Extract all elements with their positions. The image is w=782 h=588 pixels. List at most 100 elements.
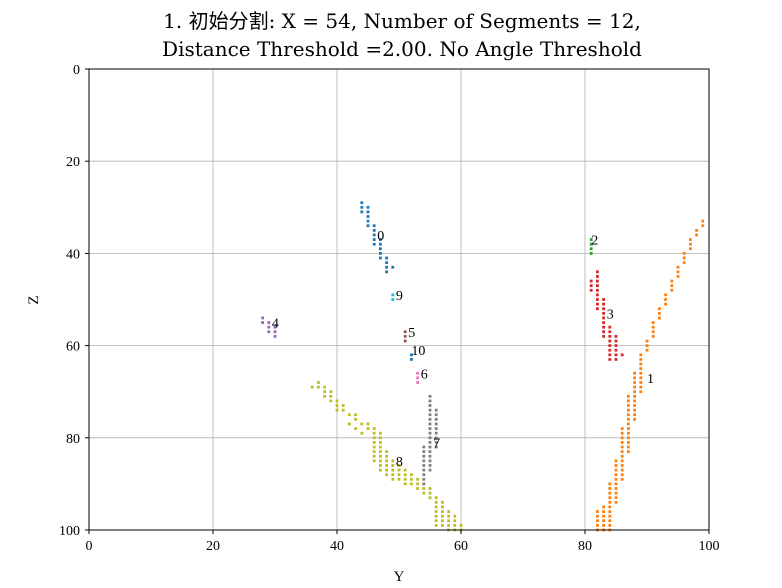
segment-9-point — [391, 293, 395, 297]
segment-8-point — [447, 510, 450, 513]
segment-0-point — [360, 205, 364, 209]
segment-label-9: 9 — [396, 289, 403, 304]
segment-7-point — [434, 436, 438, 440]
segment-8-point — [372, 459, 376, 463]
segment-8-point — [360, 422, 364, 426]
segment-3-point — [602, 311, 605, 315]
segment-6-point — [416, 376, 419, 380]
segment-8-point — [428, 496, 432, 500]
segment-1-point — [627, 404, 630, 407]
segment-1-point — [620, 454, 624, 458]
segment-1-point — [627, 450, 630, 454]
segment-0-point — [379, 242, 382, 246]
segment-8-point — [372, 441, 376, 444]
segment-1-point — [633, 399, 636, 403]
data-points — [261, 201, 705, 532]
segment-1-point — [627, 445, 630, 449]
segment-1-point — [695, 233, 698, 237]
segment-1-point — [627, 422, 630, 426]
segment-1-point — [596, 510, 599, 513]
segment-8-point — [348, 422, 351, 426]
segment-8-point — [403, 468, 407, 472]
segment-1-point — [627, 441, 630, 444]
segment-3-point — [596, 279, 599, 283]
segment-1-point — [608, 505, 612, 509]
segment-8-point — [434, 514, 438, 518]
y-tick-label: 0 — [73, 63, 80, 78]
segment-7-point — [422, 464, 426, 467]
segment-0-point — [360, 201, 364, 205]
segment-2-point — [589, 252, 593, 255]
segment-1-point — [639, 385, 643, 389]
segment-1-point — [633, 413, 636, 417]
segment-1-point — [614, 496, 618, 500]
segment-1-point — [627, 408, 630, 412]
segment-1-point — [633, 394, 636, 398]
segment-8-point — [428, 487, 432, 490]
segment-1-point — [633, 390, 636, 394]
segment-4-point — [267, 321, 271, 324]
segment-8-point — [360, 431, 364, 435]
segment-5-point — [403, 339, 407, 343]
segment-8-point — [379, 464, 382, 467]
segment-8-point — [379, 436, 382, 440]
segment-1-point — [651, 321, 655, 324]
segment-4-point — [267, 325, 271, 329]
segment-3-point — [614, 339, 618, 343]
segment-4-point — [273, 330, 277, 334]
segment-7-point — [434, 431, 438, 435]
segment-1-point — [670, 284, 674, 288]
segment-4-point — [273, 325, 277, 329]
segment-3-point — [596, 302, 599, 306]
segment-0-point — [366, 224, 370, 228]
segment-7-point — [428, 459, 432, 463]
segment-1-point — [620, 431, 624, 435]
segment-1-point — [645, 339, 649, 343]
segment-8-point — [410, 477, 413, 481]
segment-8-point — [354, 417, 357, 421]
segment-8-point — [341, 408, 345, 412]
segment-1-point — [633, 381, 636, 384]
segment-label-1: 1 — [647, 372, 654, 387]
segment-1-point — [639, 358, 643, 361]
segment-1-point — [676, 265, 680, 269]
segment-1-point — [627, 427, 630, 430]
segment-8-point — [416, 477, 419, 481]
x-tick-label: 40 — [330, 539, 344, 554]
segment-8-point — [453, 523, 457, 527]
segment-0-point — [372, 238, 376, 241]
segment-label-6: 6 — [421, 367, 428, 382]
segment-1-point — [608, 523, 612, 527]
segment-8-point — [385, 464, 388, 467]
segment-10-point — [410, 353, 413, 357]
segment-label-5: 5 — [408, 326, 415, 341]
segment-label-3: 3 — [607, 307, 614, 322]
segment-7-point — [428, 464, 432, 467]
segment-8-point — [385, 454, 388, 458]
segment-7-point — [422, 477, 426, 481]
segment-3-point — [608, 358, 612, 361]
segment-7-point — [422, 468, 426, 472]
segment-7-point — [422, 454, 426, 458]
segment-8-point — [335, 399, 339, 403]
segment-2-point — [589, 247, 593, 251]
segment-8-point — [441, 514, 444, 518]
segment-1-point — [614, 491, 618, 495]
segment-1-point — [608, 496, 612, 500]
segment-8-point — [434, 500, 438, 504]
segment-8-point — [410, 482, 413, 486]
segment-4-point — [261, 316, 264, 320]
segment-8-point — [403, 477, 407, 481]
segment-7-point — [428, 427, 432, 430]
segment-label-4: 4 — [272, 317, 279, 332]
segment-1-point — [614, 464, 618, 467]
segment-8-point — [317, 381, 320, 384]
segment-0-point — [385, 265, 388, 269]
segment-1-point — [689, 242, 692, 246]
segment-6-point — [416, 371, 419, 375]
segment-8-point — [447, 519, 450, 523]
segment-0-point — [372, 233, 376, 237]
segment-label-8: 8 — [396, 455, 403, 470]
